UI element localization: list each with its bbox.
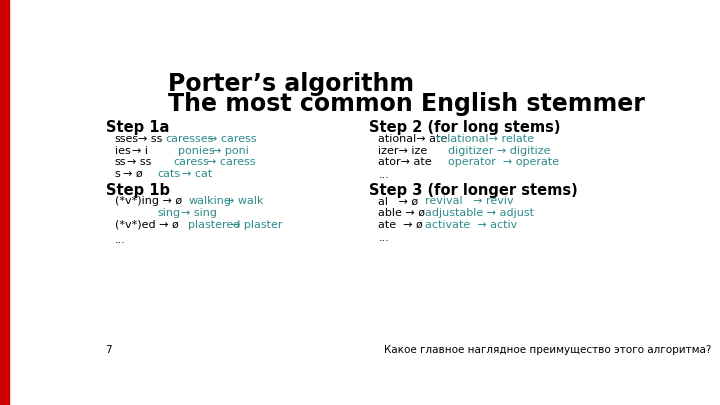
Text: → sing: → sing [181, 208, 217, 218]
Text: relational→ relate: relational→ relate [436, 134, 534, 144]
Text: (*v*)ing → ø: (*v*)ing → ø [114, 196, 182, 207]
Text: operator  → operate: operator → operate [448, 157, 559, 167]
Text: revival   → reviv: revival → reviv [425, 196, 513, 207]
Text: → walk: → walk [225, 196, 264, 207]
Text: izer→ ize: izer→ ize [378, 146, 428, 156]
Text: → plaster: → plaster [231, 220, 282, 230]
Text: 7: 7 [106, 345, 112, 355]
Text: → ss: → ss [127, 157, 152, 167]
Text: → caress: → caress [207, 157, 256, 167]
Text: ponies: ponies [179, 146, 215, 156]
Text: ss: ss [114, 157, 126, 167]
Text: Step 3 (for longer stems): Step 3 (for longer stems) [369, 183, 577, 198]
Text: → i: → i [132, 146, 148, 156]
Text: al   → ø: al → ø [378, 196, 418, 207]
Text: activate  → activ: activate → activ [425, 220, 517, 230]
Text: Step 1a: Step 1a [106, 120, 169, 135]
Text: Porter’s algorithm: Porter’s algorithm [168, 72, 413, 96]
Text: → caress: → caress [208, 134, 256, 144]
Text: (*v*)ed → ø: (*v*)ed → ø [114, 220, 179, 230]
Text: able → ø: able → ø [378, 208, 426, 218]
Text: caress: caress [174, 157, 210, 167]
Text: plastered: plastered [189, 220, 240, 230]
Text: caresses: caresses [165, 134, 214, 144]
Text: sing: sing [158, 208, 181, 218]
Text: The most common English stemmer: The most common English stemmer [168, 92, 644, 117]
Text: ...: ... [378, 233, 390, 243]
Text: Step 1b: Step 1b [106, 183, 169, 198]
Text: ies: ies [114, 146, 130, 156]
Text: cats: cats [158, 169, 181, 179]
Text: adjustable → adjust: adjustable → adjust [425, 208, 534, 218]
Text: digitizer → digitize: digitizer → digitize [448, 146, 551, 156]
Text: ...: ... [114, 235, 126, 245]
Text: s: s [114, 169, 120, 179]
Text: sses: sses [114, 134, 139, 144]
Text: walking: walking [189, 196, 231, 207]
Text: → poni: → poni [212, 146, 248, 156]
Text: → ss: → ss [138, 134, 163, 144]
Text: ...: ... [378, 170, 390, 180]
Text: ational→ ate: ational→ ate [378, 134, 448, 144]
Text: Какое главное наглядное преимущество этого алгоритма?: Какое главное наглядное преимущество это… [384, 345, 712, 355]
Text: Step 2 (for long stems): Step 2 (for long stems) [369, 120, 560, 135]
Text: → ø: → ø [122, 169, 142, 179]
Text: → cat: → cat [182, 169, 212, 179]
Text: ate  → ø: ate → ø [378, 220, 423, 230]
Text: ator→ ate: ator→ ate [378, 157, 432, 167]
